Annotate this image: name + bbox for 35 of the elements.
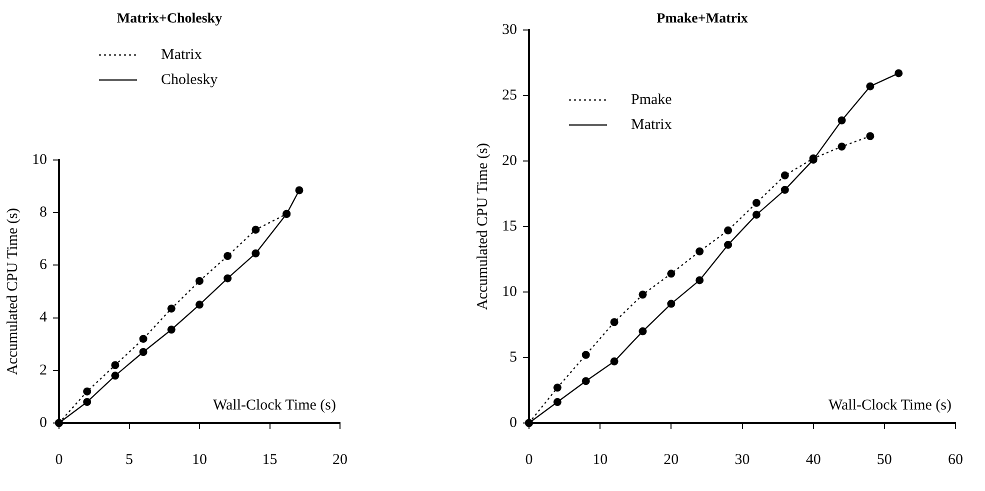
x-tick-label: 5: [126, 452, 133, 468]
x-tick-label: 10: [192, 452, 207, 468]
y-axis-title: Accumulated CPU Time (s): [474, 142, 491, 310]
y-tick-label: 10: [32, 152, 47, 168]
y-tick-label: 25: [502, 87, 517, 104]
x-tick-label: 50: [876, 452, 892, 468]
x-tick-label: 20: [664, 452, 679, 468]
x-tick-label: 0: [525, 452, 533, 468]
y-tick-label: 30: [502, 22, 517, 38]
chart-title: Matrix+Cholesky: [116, 12, 222, 27]
legend-label: Matrix: [631, 116, 672, 133]
y-tick-label: 8: [40, 204, 47, 221]
y-tick-label: 5: [510, 349, 517, 366]
y-axis-title: Accumulated CPU Time (s): [4, 208, 21, 376]
chart-title: Pmake+Matrix: [656, 12, 748, 27]
x-tick-label: 30: [734, 452, 750, 468]
y-tick-label: 4: [40, 310, 48, 326]
y-tick-label: 20: [502, 152, 517, 169]
x-tick-label: 60: [948, 452, 963, 468]
x-axis-title: Wall-Clock Time (s): [828, 397, 952, 414]
legend-label: Pmake: [631, 92, 672, 108]
y-tick-label: 6: [40, 257, 48, 274]
x-tick-label: 0: [55, 452, 63, 468]
y-tick-label: 0: [510, 414, 517, 431]
legend-label: Matrix: [161, 46, 202, 63]
x-tick-label: 15: [262, 452, 278, 468]
y-tick-label: 10: [502, 284, 517, 300]
y-tick-label: 15: [502, 218, 517, 234]
y-tick-label: 0: [40, 414, 47, 431]
x-axis-title: Wall-Clock Time (s): [213, 397, 336, 414]
x-tick-label: 40: [806, 452, 821, 468]
y-tick-label: 2: [40, 362, 47, 378]
legend-label: Cholesky: [161, 72, 218, 88]
x-tick-label: 10: [592, 452, 608, 468]
x-tick-label: 20: [332, 452, 348, 468]
